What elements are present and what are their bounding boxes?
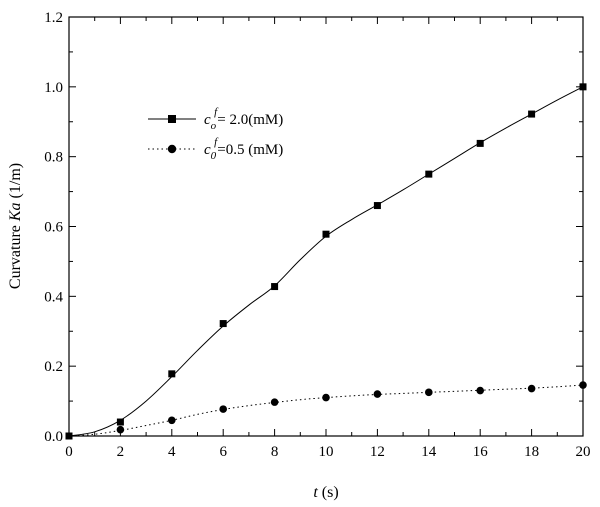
- series-0-point-9: [528, 110, 536, 118]
- legend-value-0: = 2.0(mM): [217, 112, 283, 128]
- series-1-point-4: [322, 393, 330, 402]
- markers-layer: [65, 83, 587, 440]
- y-tick-label-5: 1.0: [44, 80, 63, 96]
- y-tick-label-4: 0.8: [44, 150, 63, 166]
- series-0-point-5: [322, 230, 330, 238]
- legend-sup-1: f: [214, 136, 219, 148]
- series-0-point-7: [425, 170, 433, 178]
- y-tick-label-2: 0.4: [44, 289, 63, 305]
- series-1-point-5: [373, 390, 382, 398]
- series-0-point-1: [116, 418, 124, 426]
- x-axis-variable: t: [313, 484, 318, 501]
- legend-value-1: =0.5 (mM): [217, 142, 283, 158]
- x-tick-label-10: 20: [576, 444, 591, 460]
- y-axis-unit: (1/m): [7, 163, 24, 203]
- x-tick-label-9: 18: [524, 444, 539, 460]
- legend-marker-0: [168, 115, 176, 123]
- y-axis-variable: Ka: [7, 202, 24, 222]
- x-axis-unit: (s): [318, 484, 339, 501]
- series-1-point-0: [116, 425, 125, 434]
- y-tick-label-6: 1.2: [44, 10, 63, 26]
- x-tick-label-4: 8: [271, 444, 279, 460]
- legend-var-0: c: [204, 112, 211, 128]
- series-0-point-4: [271, 283, 279, 291]
- legend-sub-1: 0: [211, 150, 217, 162]
- series-0-point-8: [476, 139, 484, 147]
- x-tick-label-0: 0: [65, 444, 73, 460]
- series-1-point-7: [476, 386, 485, 395]
- legend-sup-0: f: [214, 106, 219, 118]
- legend-marker-1: [167, 144, 177, 154]
- x-tick-label-8: 16: [473, 444, 489, 460]
- legend-var-1: c: [204, 142, 211, 158]
- legend-label-1: c0 f=0.5 (mM): [204, 136, 283, 162]
- x-tick-label-1: 2: [117, 444, 125, 460]
- y-axis-label: Curvature Ka (1/m): [7, 163, 24, 289]
- legend-entry-0: cof= 2.0(mM): [148, 106, 283, 132]
- y-axis-text: Curvature: [7, 221, 24, 289]
- legend-label-0: cof= 2.0(mM): [204, 106, 283, 132]
- series-line-0: [68, 86, 584, 437]
- series-line-1: [68, 384, 584, 437]
- x-axis-label: t (s): [313, 484, 338, 501]
- legend-sub-0: o: [211, 120, 217, 132]
- series-0-point-3: [219, 320, 227, 328]
- series-1-point-6: [425, 388, 433, 397]
- series-0-point-2: [168, 370, 176, 378]
- x-tick-label-3: 6: [219, 444, 227, 460]
- x-tick-label-6: 12: [370, 444, 385, 460]
- x-tick-label-5: 10: [319, 444, 334, 460]
- x-tick-label-7: 14: [421, 444, 437, 460]
- series-1-point-1: [168, 416, 176, 425]
- legend-entry-1: c0 f=0.5 (mM): [148, 136, 283, 162]
- y-tick-label-1: 0.2: [44, 359, 63, 375]
- legend: cof= 2.0(mM) c0f=0.5 (mM): [148, 106, 283, 162]
- curves-layer: [68, 86, 584, 437]
- y-tick-label-3: 0.6: [44, 220, 63, 236]
- series-1-point-3: [270, 398, 279, 406]
- series-1-point-8: [527, 384, 536, 393]
- plot-frame: [68, 16, 584, 437]
- y-tick-label-0: 0.0: [44, 429, 63, 445]
- series-1-point-2: [219, 405, 227, 413]
- series-0-point-6: [373, 202, 381, 210]
- ticks-layer: 0 2 4 6 8 10 12 14 16 18 20 0.0 0.2 0.4 0.6 0.8 1.0 1.2: [44, 10, 590, 460]
- x-tick-label-2: 4: [168, 444, 176, 460]
